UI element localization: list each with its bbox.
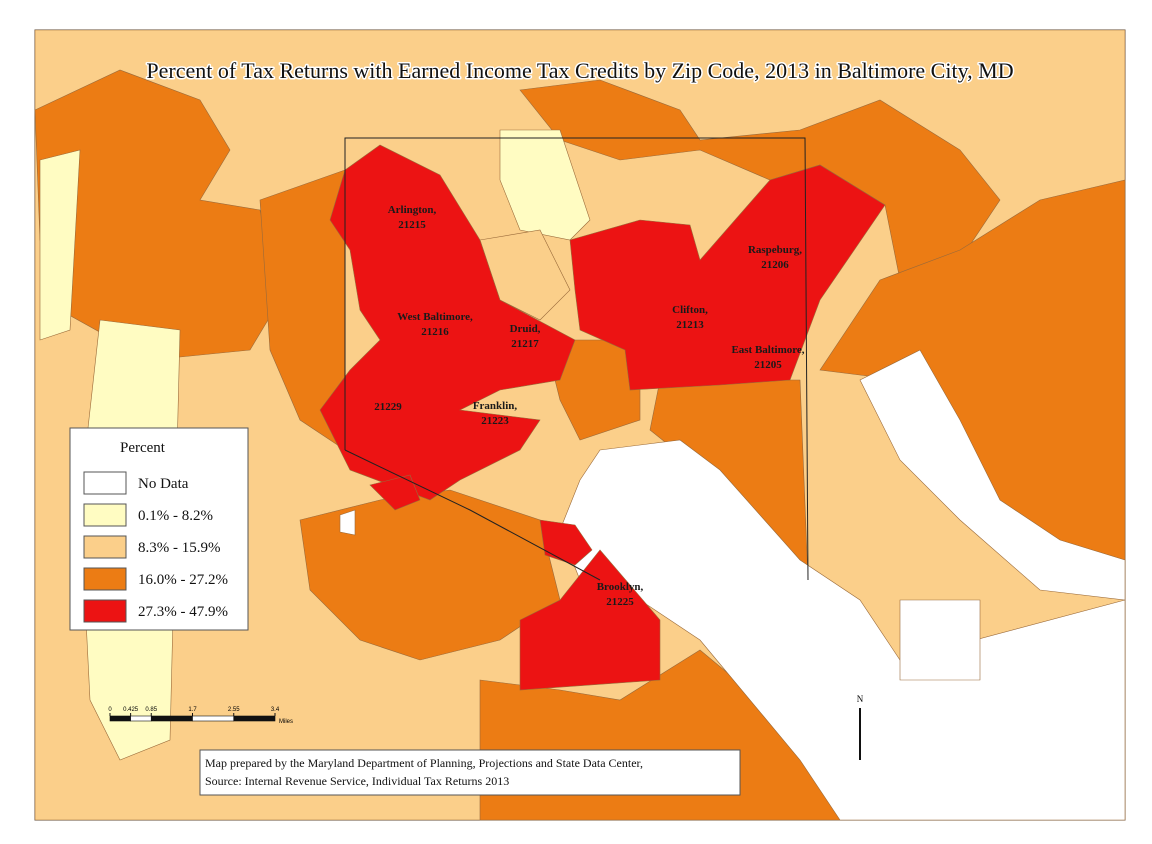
zip-label: 21216	[421, 326, 449, 338]
scale-segment	[150, 715, 193, 722]
zip-area	[39, 149, 81, 341]
legend-label: 16.0% - 27.2%	[138, 572, 228, 588]
legend-swatch	[83, 471, 127, 495]
legend-label: No Data	[138, 476, 189, 492]
city-boundary	[344, 137, 809, 581]
zip-label: 21225	[606, 596, 634, 608]
zip-label: Clifton,	[672, 304, 708, 316]
legend-label: 27.3% - 47.9%	[138, 604, 228, 620]
scale-segment	[109, 715, 131, 722]
zip-area	[259, 169, 346, 451]
scale-segment	[233, 715, 276, 722]
credit-box	[199, 749, 741, 796]
scale-label: 0.425	[123, 707, 139, 713]
city-boundary	[344, 449, 601, 581]
zip-area	[369, 474, 421, 511]
zip-area	[859, 349, 1126, 601]
zip-area	[339, 509, 356, 536]
zip-label: Franklin,	[473, 400, 518, 412]
scale-unit: Miles	[279, 719, 293, 725]
credit-line: Map prepared by the Maryland Department …	[205, 756, 643, 770]
north-label: N	[857, 694, 864, 704]
legend-label: 0.1% - 8.2%	[138, 508, 213, 524]
legend-swatch	[83, 503, 127, 527]
zip-label: 21205	[754, 359, 782, 371]
zip-label: Druid,	[510, 323, 541, 335]
zip-area	[899, 599, 981, 681]
zip-label: 21229	[374, 401, 402, 413]
zip-label: West Baltimore,	[397, 311, 473, 323]
zip-label: Raspeburg,	[748, 244, 802, 256]
scale-label: 3.4	[271, 707, 280, 713]
zip-label: 21215	[398, 219, 426, 231]
scale-label: 1.7	[188, 707, 197, 713]
legend-box	[69, 427, 249, 631]
zip-area	[539, 519, 593, 566]
map-title: Percent of Tax Returns with Earned Incom…	[146, 58, 1013, 83]
scale-label: 0.85	[145, 707, 157, 713]
legend-swatch	[83, 599, 127, 623]
zip-label: Arlington,	[388, 204, 437, 216]
zip-label: East Baltimore,	[731, 344, 804, 356]
legend-swatch	[83, 567, 127, 591]
zip-label: 21223	[481, 415, 509, 427]
zip-area	[519, 549, 661, 691]
zip-label: 21206	[761, 259, 789, 271]
legend-title: Percent	[120, 440, 166, 456]
zip-area	[319, 144, 576, 501]
zip-label: Brooklyn,	[597, 581, 644, 593]
north-arrow: N	[857, 694, 864, 760]
scale-segment	[130, 715, 152, 722]
zip-label: 21217	[511, 338, 539, 350]
zip-label: 21213	[676, 319, 704, 331]
legend-label: 8.3% - 15.9%	[138, 540, 221, 556]
credit-line: Source: Internal Revenue Service, Indivi…	[205, 774, 509, 788]
scale-label: 2.55	[228, 707, 240, 713]
scale-segment	[192, 715, 235, 722]
legend-swatch	[83, 535, 127, 559]
scale-label: 0	[108, 707, 112, 713]
